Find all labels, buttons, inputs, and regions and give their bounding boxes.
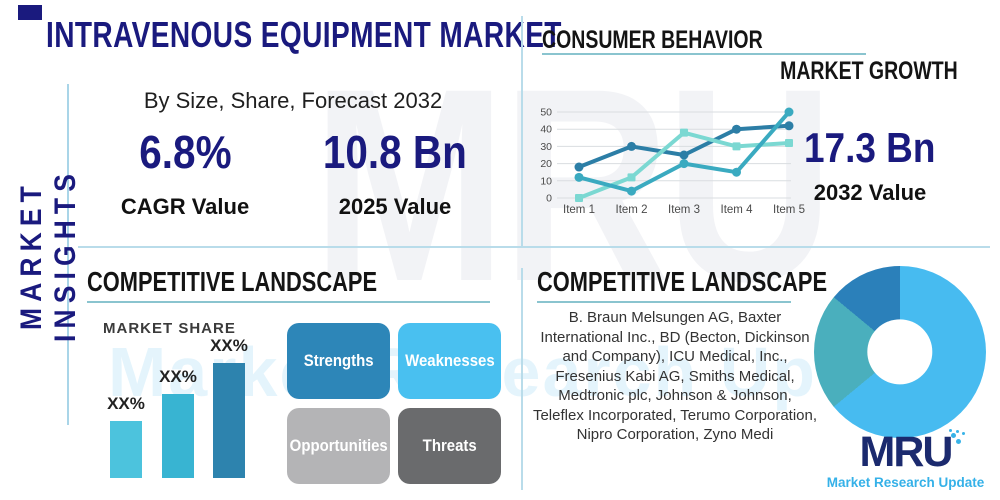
market-share-bar-label-2: XX% (159, 366, 197, 386)
corner-accent (18, 5, 42, 20)
svg-text:50: 50 (540, 107, 552, 119)
donut-chart (814, 266, 986, 438)
stat-2025-value: 10.8 Bn (322, 126, 467, 178)
consumer-behavior-underline (542, 53, 866, 55)
market-growth-line-chart: 0 10 20 30 40 50 Item 1 Item 2 Item 3 Item 4 Item … (540, 107, 805, 217)
sidebar-vertical-label: MARKET INSIGHTS (15, 168, 82, 342)
stat-cagr-label: CAGR Value (120, 194, 250, 219)
svg-text:Item 1: Item 1 (563, 204, 595, 216)
logo-splash-icon (951, 433, 956, 438)
market-share-bar-3 (213, 363, 245, 478)
mru-logo-tagline: Market Research Update (826, 475, 985, 490)
competitive-landscape-right-title: COMPETITIVE LANDSCAPE (537, 266, 828, 297)
swot-weaknesses-label: Weaknesses (404, 351, 495, 370)
swot-grid: Strengths Weaknesses Opportunities Threa… (287, 323, 501, 484)
mru-logo-text: MRU (859, 428, 954, 476)
bottom-vertical-divider (521, 268, 523, 490)
svg-text:10: 10 (540, 175, 552, 187)
stat-2025: 10.8 Bn 2025 Value (310, 126, 480, 220)
svg-text:Item 2: Item 2 (616, 204, 648, 216)
left-accent-line (67, 84, 69, 425)
market-share-bar-2 (162, 393, 194, 478)
subtitle: By Size, Share, Forecast 2032 (143, 88, 443, 113)
market-share-label: MARKET SHARE (103, 320, 236, 337)
svg-text:Item 3: Item 3 (668, 204, 700, 216)
stat-cagr-value: 6.8% (138, 126, 232, 178)
market-share-bar-label-1: XX% (107, 393, 145, 413)
market-growth-title: MARKET GROWTH (780, 57, 958, 85)
svg-text:Item 5: Item 5 (773, 204, 805, 216)
top-vertical-divider (521, 16, 523, 246)
svg-text:40: 40 (540, 124, 552, 136)
swot-opportunities: Opportunities (287, 408, 390, 484)
market-share-bar-1 (110, 420, 142, 478)
swot-opportunities-label: Opportunities (289, 436, 388, 455)
horizontal-divider (78, 246, 990, 248)
svg-text:Item 4: Item 4 (721, 204, 754, 216)
competitive-landscape-left-underline (87, 301, 490, 303)
swot-strengths-label: Strengths (303, 351, 374, 370)
swot-threats-label: Threats (422, 436, 477, 455)
company-list: B. Braun Melsungen AG, Baxter Internatio… (532, 309, 818, 443)
swot-threats: Threats (398, 408, 501, 484)
swot-weaknesses: Weaknesses (398, 323, 501, 399)
stat-2032: 17.3 Bn 2032 Value (790, 124, 950, 206)
svg-text:30: 30 (540, 141, 552, 153)
consumer-behavior-title: CONSUMER BEHAVIOR (542, 26, 763, 54)
swot-strengths: Strengths (287, 323, 390, 399)
competitive-landscape-left-title: COMPETITIVE LANDSCAPE (87, 266, 378, 297)
page-title: INTRAVENOUS EQUIPMENT MARKET (46, 14, 562, 55)
market-share-bar-chart: XX% XX% XX% (100, 336, 260, 478)
svg-text:0: 0 (546, 193, 552, 205)
mru-logo: MRU Market Research Update (818, 430, 993, 490)
svg-text:20: 20 (540, 158, 552, 170)
stat-2032-value: 17.3 Bn (804, 124, 936, 171)
competitive-landscape-right-underline (537, 301, 791, 303)
stat-cagr: 6.8% CAGR Value (110, 126, 260, 220)
donut-hole (867, 319, 933, 385)
stat-2032-label: 2032 Value (813, 180, 927, 205)
stat-2025-label: 2025 Value (338, 194, 452, 219)
market-share-bar-label-3: XX% (210, 336, 248, 356)
